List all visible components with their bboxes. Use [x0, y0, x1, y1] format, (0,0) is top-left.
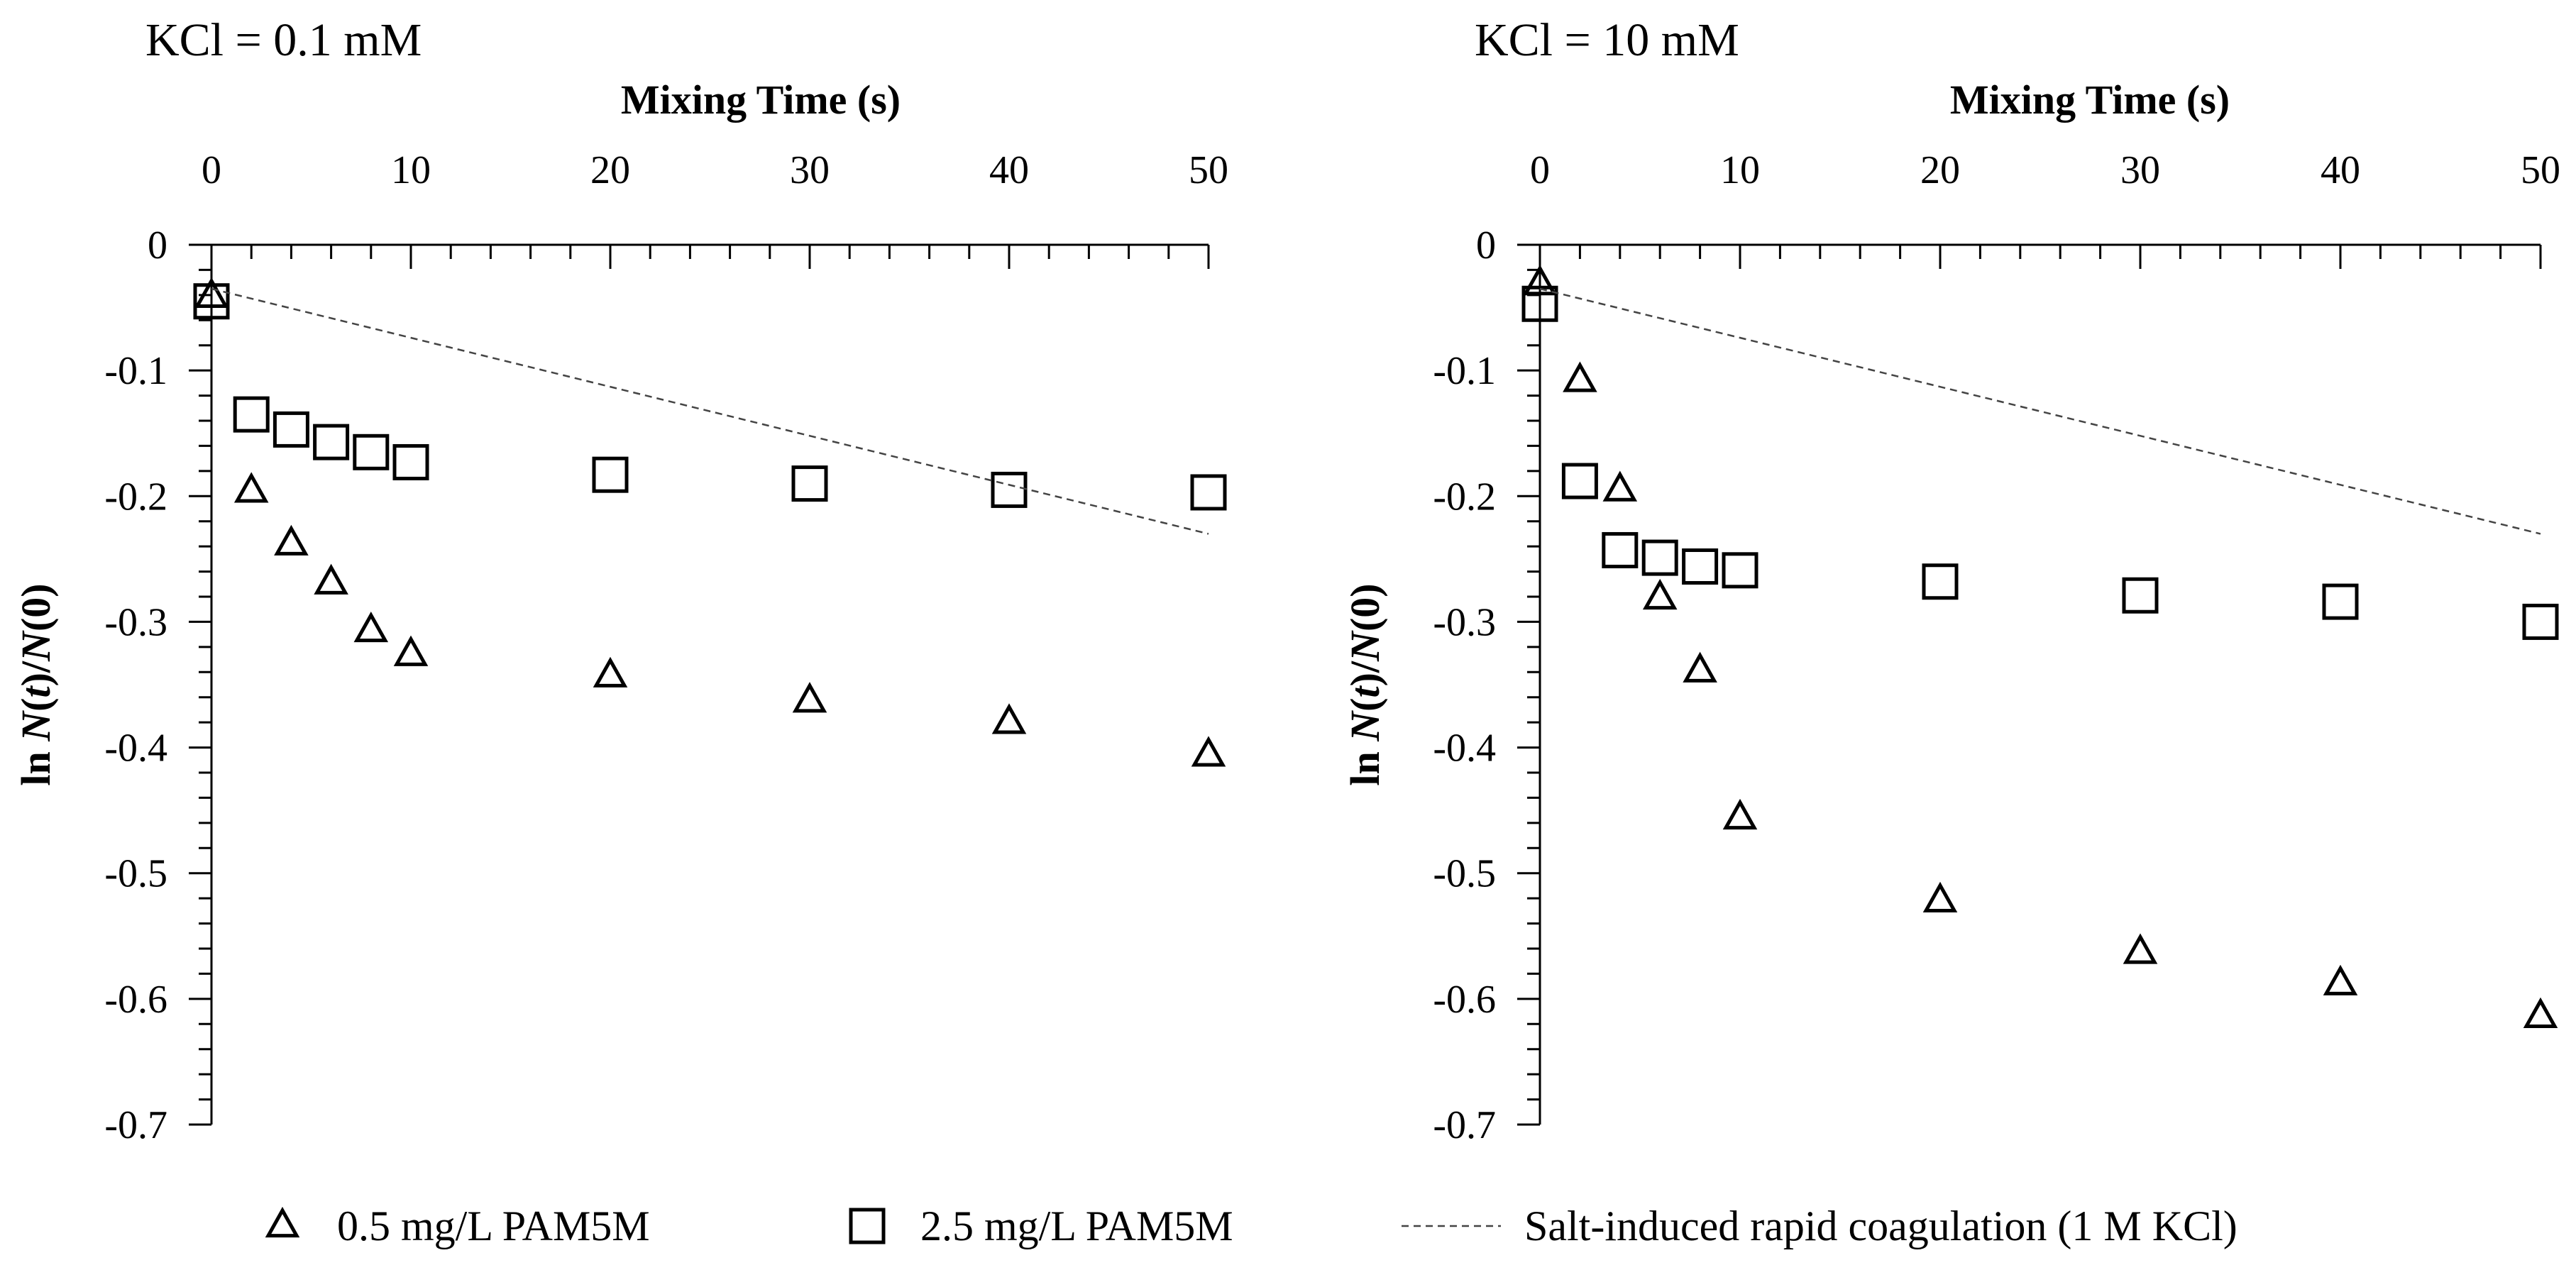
y-tick-label: -0.6 — [1433, 978, 1496, 1022]
chart-panel-2: KCl = 10 mM Mixing Time (s) ln N(t)/N(0) 0 1… — [1342, 14, 2560, 1147]
y-tick-label: -0.3 — [1433, 600, 1496, 644]
legend-item-1: 0.5 mg/L PAM5M — [265, 1203, 650, 1249]
square-point — [1190, 474, 1227, 511]
legend-item-2: 2.5 mg/L PAM5M — [849, 1203, 1233, 1249]
triangle-point — [353, 611, 389, 643]
square-point — [592, 456, 629, 493]
x-tick-label: 30 — [790, 148, 830, 192]
y-tick-label: 0 — [1476, 223, 1496, 267]
triangle-point — [1602, 470, 1638, 502]
square-point — [1722, 552, 1758, 589]
square-point — [353, 434, 390, 470]
square-point — [2122, 577, 2159, 614]
x-axis-title: Mixing Time (s) — [621, 77, 901, 123]
square-point — [1682, 548, 1719, 585]
square-point — [1602, 531, 1639, 568]
legend-label: Salt-induced rapid coagulation (1 M KCl) — [1524, 1203, 2238, 1249]
square-point — [791, 465, 828, 502]
triangle-point — [1722, 798, 1758, 830]
x-tick-label: 10 — [391, 148, 431, 192]
triangle-point — [1191, 736, 1226, 767]
x-tick-label: 50 — [1189, 148, 1228, 192]
y-tick-label: -0.2 — [1433, 475, 1496, 519]
x-tick-label: 30 — [2120, 148, 2160, 192]
y-tick-label: -0.7 — [104, 1103, 167, 1147]
square-point — [313, 424, 350, 460]
legend-square-icon — [849, 1208, 886, 1244]
square-point — [1561, 463, 1598, 499]
x-tick-label: 10 — [1720, 148, 1760, 192]
triangle-point — [1922, 881, 1958, 913]
series-triangle — [194, 277, 1226, 767]
y-tick-label: -0.2 — [104, 475, 167, 519]
triangle-point — [1522, 265, 1558, 296]
x-tick-label: 20 — [590, 148, 630, 192]
square-point — [1922, 563, 1959, 600]
legend-label: 0.5 mg/L PAM5M — [337, 1203, 650, 1249]
square-point — [2322, 583, 2359, 620]
y-axis-title: ln N(t)/N(0) — [13, 583, 59, 785]
y-tick-label: -0.3 — [104, 600, 167, 644]
chart-panel-1: KCl = 0.1 mM Mixing Time (s) ln N(t)/N(0) 0… — [13, 14, 1228, 1147]
triangle-point — [2123, 933, 2158, 964]
x-tick-label: 0 — [1530, 148, 1550, 192]
square-point — [273, 411, 309, 448]
series-square — [1521, 285, 2559, 640]
y-tick-label: -0.4 — [1433, 727, 1496, 771]
legend-label: 2.5 mg/L PAM5M — [920, 1203, 1233, 1249]
y-tick-label: -0.5 — [1433, 852, 1496, 896]
y-tick-label: -0.1 — [1433, 349, 1496, 393]
square-point — [392, 443, 429, 480]
x-tick-label: 40 — [2321, 148, 2360, 192]
series-square — [193, 283, 1227, 511]
triangle-point — [2323, 964, 2358, 995]
square-point — [1521, 285, 1558, 322]
y-tick-label: -0.1 — [104, 349, 167, 393]
triangle-point — [991, 703, 1027, 734]
x-tick-label: 50 — [2521, 148, 2560, 192]
square-point — [991, 471, 1028, 508]
series-dashed-line — [211, 287, 1209, 535]
legend: 0.5 mg/L PAM5M 2.5 mg/L PAM5M Salt-induced… — [265, 1203, 2238, 1249]
x-tick-label: 20 — [1920, 148, 1960, 192]
rapid-coagulation-line — [211, 287, 1209, 535]
triangle-point — [393, 635, 429, 666]
panel-title: KCl = 10 mM — [1475, 14, 1739, 66]
triangle-point — [792, 682, 827, 713]
triangle-point — [274, 524, 309, 556]
legend-item-3: Salt-induced rapid coagulation (1 M KCl) — [1402, 1203, 2238, 1249]
triangle-point — [1683, 651, 1717, 683]
legend-triangle-icon — [265, 1206, 300, 1238]
square-point — [233, 396, 270, 433]
y-axis-title: ln N(t)/N(0) — [1342, 583, 1388, 785]
triangle-point — [1563, 361, 1597, 392]
triangle-point — [233, 472, 269, 503]
series-dashed-line — [1539, 287, 2541, 535]
y-tick-label: -0.7 — [1433, 1103, 1496, 1147]
x-tick-label: 40 — [989, 148, 1029, 192]
x-axis-title: Mixing Time (s) — [1950, 77, 2230, 123]
triangle-point — [194, 277, 229, 308]
y-tick-label: -0.4 — [104, 727, 167, 771]
triangle-point — [593, 656, 628, 688]
triangle-point — [314, 563, 348, 595]
series-triangle — [1522, 265, 2558, 1028]
rapid-coagulation-line — [1539, 287, 2541, 535]
y-tick-label: -0.6 — [104, 978, 167, 1022]
square-point — [193, 283, 230, 320]
square-point — [2522, 603, 2559, 640]
triangle-point — [1642, 578, 1678, 610]
y-tick-label: 0 — [148, 223, 167, 267]
y-tick-label: -0.5 — [104, 852, 167, 896]
square-point — [1641, 539, 1678, 576]
triangle-point — [2523, 997, 2558, 1028]
x-tick-label: 0 — [202, 148, 221, 192]
panel-title: KCl = 0.1 mM — [145, 14, 422, 66]
